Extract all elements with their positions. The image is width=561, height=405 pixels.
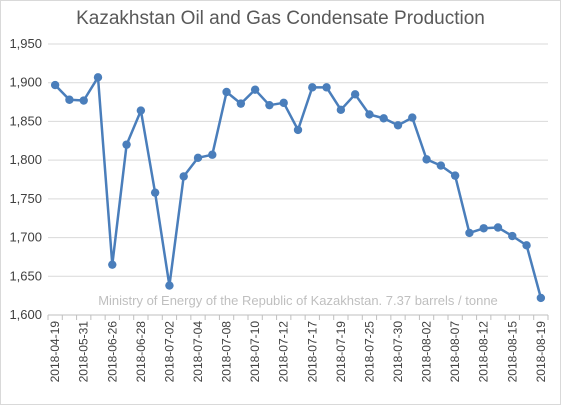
data-point xyxy=(293,125,303,135)
y-tick-label: 1,850 xyxy=(9,113,42,128)
x-tick-label: 2018-08-07 xyxy=(448,321,462,383)
data-point xyxy=(408,113,417,122)
data-point xyxy=(350,90,360,99)
x-tick-label: 2018-07-08 xyxy=(220,321,234,383)
y-tick-label: 1,800 xyxy=(9,152,42,167)
x-tick-label: 2018-08-19 xyxy=(534,321,548,383)
x-tick-label: 2018-07-30 xyxy=(391,321,405,383)
x-tick-label: 2018-07-02 xyxy=(162,321,176,383)
x-tick-label: 2018-07-12 xyxy=(277,321,291,383)
data-point xyxy=(508,231,517,241)
data-point xyxy=(222,87,231,97)
data-point xyxy=(122,140,131,149)
data-point xyxy=(522,241,531,250)
data-point xyxy=(493,223,503,232)
data-point xyxy=(465,228,474,238)
data-point xyxy=(136,106,146,115)
y-tick-label: 1,650 xyxy=(9,268,42,283)
data-point xyxy=(50,80,60,90)
y-tick-label: 1,750 xyxy=(9,191,42,206)
x-tick-label: 2018-06-26 xyxy=(105,321,119,383)
data-point xyxy=(379,114,388,123)
data-point xyxy=(150,188,160,197)
data-point xyxy=(336,105,346,115)
x-tick-label: 2018-07-19 xyxy=(334,321,348,383)
x-tick-label: 2018-07-04 xyxy=(191,321,205,383)
y-tick-label: 1,600 xyxy=(9,307,42,322)
chart-title: Kazakhstan Oil and Gas Condensate Produc… xyxy=(76,8,485,29)
x-tick-label: 2018-06-28 xyxy=(134,321,148,383)
data-point xyxy=(393,121,403,130)
data-point xyxy=(65,95,74,104)
x-tick-label: 2018-08-12 xyxy=(477,321,491,383)
data-point xyxy=(179,172,188,181)
data-point xyxy=(93,73,103,82)
x-tick-label: 2018-08-02 xyxy=(420,321,434,383)
data-point xyxy=(308,83,317,92)
data-point xyxy=(108,260,117,269)
data-point xyxy=(536,293,546,303)
data-point xyxy=(236,99,246,108)
y-tick-label: 1,950 xyxy=(9,36,42,51)
data-point xyxy=(279,98,288,108)
data-point xyxy=(479,224,488,233)
data-point xyxy=(208,150,217,159)
data-point xyxy=(422,155,431,164)
series-line xyxy=(54,76,543,299)
data-point xyxy=(193,153,203,163)
x-tick-label: 2018-08-15 xyxy=(505,321,519,383)
x-tick-label: 2018-07-10 xyxy=(248,321,262,383)
y-tick-label: 1,700 xyxy=(9,230,42,245)
data-point xyxy=(365,110,374,119)
data-point xyxy=(165,281,174,290)
data-point xyxy=(450,171,460,180)
source-annotation: Ministry of Energy of the Republic of Ka… xyxy=(98,293,498,308)
x-tick-label: 2018-07-17 xyxy=(305,321,319,383)
data-point xyxy=(79,96,88,105)
x-tick-label: 2018-05-31 xyxy=(77,321,91,383)
x-tick-label: 2018-04-19 xyxy=(48,321,62,383)
x-tick-label: 2018-07-25 xyxy=(362,321,376,383)
data-point xyxy=(265,100,274,110)
data-point xyxy=(436,161,446,170)
data-point xyxy=(322,83,331,92)
y-tick-label: 1,900 xyxy=(9,75,42,90)
data-point xyxy=(250,85,260,94)
